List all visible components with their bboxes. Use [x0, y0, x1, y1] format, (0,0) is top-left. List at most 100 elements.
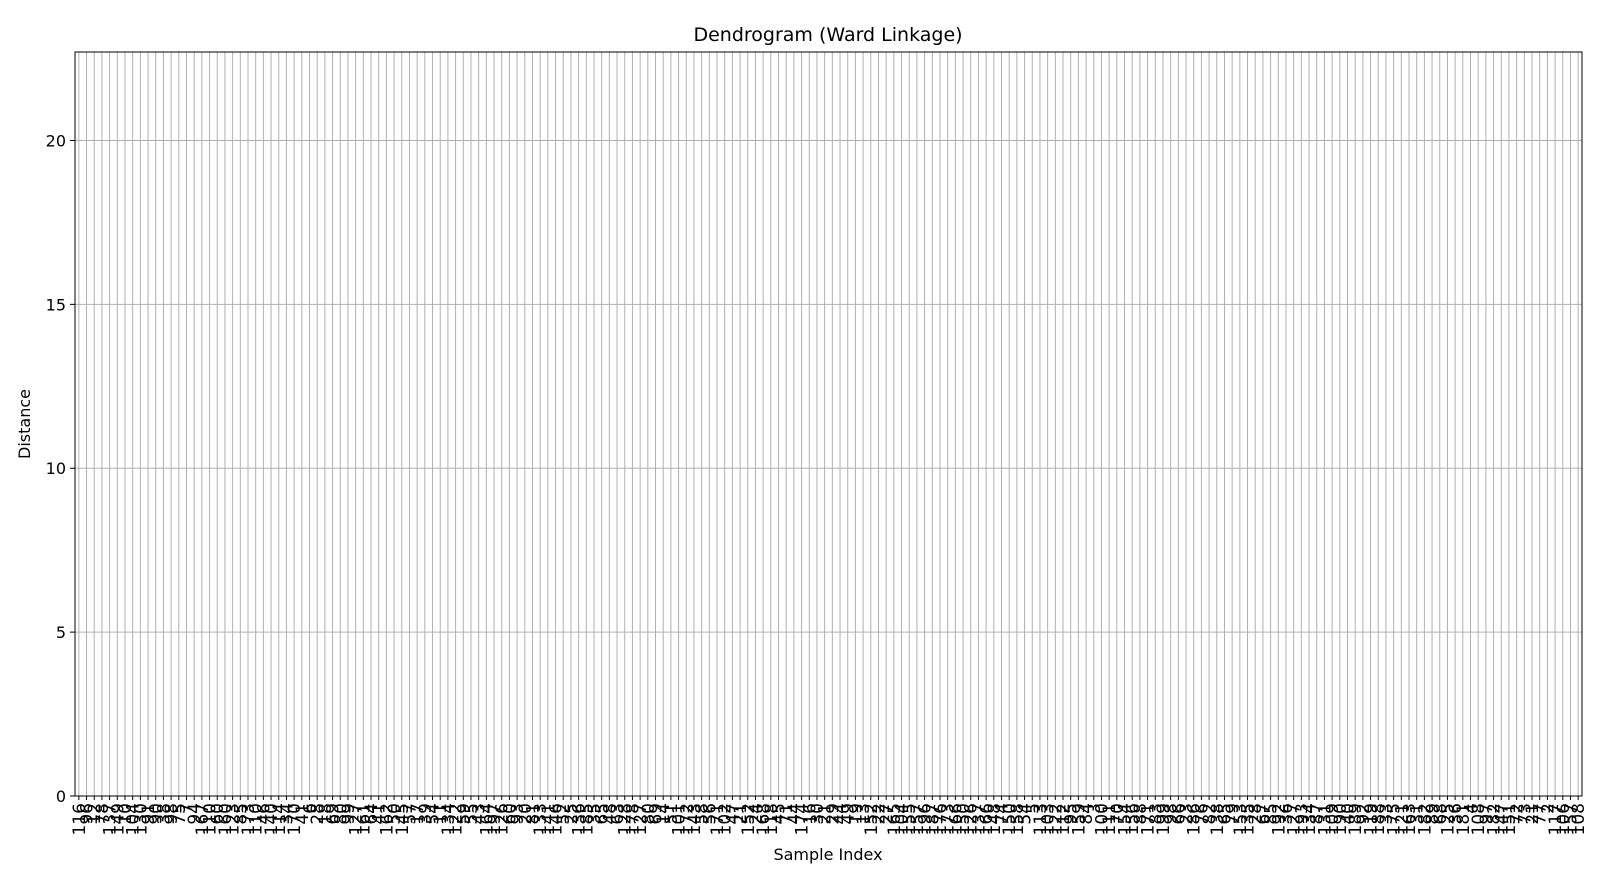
x-tick-label: 121 — [1392, 803, 1412, 835]
x-tick-label: 44 — [785, 803, 805, 825]
x-tick-label: 16 — [800, 803, 820, 825]
x-tick-label: 71 — [777, 803, 797, 825]
x-tick-label: 156 — [1123, 803, 1143, 835]
x-tick-label: 50 — [385, 803, 405, 825]
x-tick-label: 69 — [647, 803, 667, 825]
x-tick-label: 69 — [324, 803, 344, 825]
x-tick-label: 74 — [992, 803, 1012, 825]
x-tick-label: 136 — [570, 803, 590, 835]
x-tick-label: 102 — [716, 803, 736, 835]
y-axis-ticks: 0 5 10 15 20 — [46, 131, 75, 806]
x-tick-label: 6 — [301, 803, 321, 814]
x-tick-label: 14 — [654, 803, 674, 825]
x-tick-label: 60 — [208, 803, 228, 825]
x-tick-label: 34 — [277, 803, 297, 825]
x-tick-label: 28 — [308, 803, 328, 825]
y-tick-label: 5 — [56, 623, 66, 642]
x-tick-label: 167 — [193, 803, 213, 835]
x-tick-label: 3 — [1085, 803, 1105, 814]
x-tick-label: 126 — [493, 803, 513, 835]
x-tick-label: 38 — [154, 803, 174, 825]
x-tick-label: 197 — [485, 803, 505, 835]
plot-frame — [74, 51, 1583, 797]
x-tick-label: 127 — [347, 803, 367, 835]
x-tick-label: 13 — [854, 803, 874, 825]
x-tick-label: 178 — [623, 803, 643, 835]
x-tick-label: 122 — [447, 803, 467, 835]
x-tick-label: 111 — [1100, 803, 1120, 835]
x-tick-label: 160 — [216, 803, 236, 835]
x-tick-label: 51 — [662, 803, 682, 825]
x-tick-label: 138 — [1208, 803, 1228, 835]
x-tick-label: 161 — [354, 803, 374, 835]
y-tick-label: 0 — [56, 787, 66, 806]
x-tick-label: 130 — [131, 803, 151, 835]
x-tick-label: 52 — [554, 803, 574, 825]
x-tick-label: 65 — [1215, 803, 1235, 825]
x-tick-label: 114 — [270, 803, 290, 835]
x-tick-label: 68 — [1431, 803, 1451, 825]
x-tick-label: 174 — [793, 803, 813, 835]
x-tick-label: 155 — [900, 803, 920, 835]
x-tick-label: 141 — [539, 803, 559, 835]
x-tick-label: 40 — [1338, 803, 1358, 825]
x-tick-label: 101 — [670, 803, 690, 835]
x-tick-label: 166 — [977, 803, 997, 835]
x-tick-label: 66 — [1169, 803, 1189, 825]
x-tick-label: 188 — [1369, 803, 1389, 835]
x-tick-label: 48 — [600, 803, 620, 825]
x-tick-label: 92 — [1354, 803, 1374, 825]
y-tick-label: 20 — [46, 131, 66, 150]
x-tick-label: 133 — [531, 803, 551, 835]
x-tick-label: 112 — [1054, 803, 1074, 835]
x-tick-label: 175 — [1385, 803, 1405, 835]
x-tick-label: 21 — [1523, 803, 1543, 825]
x-tick-label: 43 — [470, 803, 490, 825]
x-tick-label: 76 — [1192, 803, 1212, 825]
x-tick-label: 146 — [547, 803, 567, 835]
x-tick-label: 56 — [700, 803, 720, 825]
x-tick-label: 18 — [316, 803, 336, 825]
x-tick-label: 162 — [377, 803, 397, 835]
x-tick-label: 159 — [1069, 803, 1089, 835]
x-tick-label: 119 — [1362, 803, 1382, 835]
x-tick-label: 127 — [1285, 803, 1305, 835]
x-tick-label: 148 — [985, 803, 1005, 835]
x-tick-label: 199 — [1154, 803, 1174, 835]
x-tick-label: 189 — [1346, 803, 1366, 835]
x-axis-ticks: 1169612781371491010413091903898757941671… — [70, 796, 1589, 835]
x-tick-label: 75 — [170, 803, 190, 825]
x-tick-label: 65 — [593, 803, 613, 825]
x-tick-label: 126 — [962, 803, 982, 835]
x-tick-label: 59 — [454, 803, 474, 825]
x-tick-label: 166 — [946, 803, 966, 835]
x-tick-label: 152 — [862, 803, 882, 835]
x-tick-label: 170 — [285, 803, 305, 835]
x-tick-label: 45 — [770, 803, 790, 825]
x-tick-label: 22 — [869, 803, 889, 825]
x-tick-label: 157 — [908, 803, 928, 835]
x-tick-label: 11 — [431, 803, 451, 825]
x-tick-label: 192 — [1269, 803, 1289, 835]
x-tick-label: 57 — [400, 803, 420, 825]
x-tick-label: 73 — [1515, 803, 1535, 825]
x-tick-label: 17 — [408, 803, 428, 825]
y-tick-label: 10 — [46, 459, 66, 478]
x-tick-label: 91 — [139, 803, 159, 825]
x-tick-label: 58 — [693, 803, 713, 825]
x-tick-label: 190 — [1331, 803, 1351, 835]
x-tick-label: 157 — [1561, 803, 1581, 835]
x-tick-label: 36 — [1277, 803, 1297, 825]
x-tick-label: 128 — [616, 803, 636, 835]
x-tick-label: 116 — [70, 803, 90, 835]
x-tick-label: 10 — [116, 803, 136, 825]
x-tick-label: 87 — [1308, 803, 1328, 825]
x-tick-label: 93 — [508, 803, 528, 825]
x-tick-label: 82 — [1200, 803, 1220, 825]
x-tick-label: 122 — [1046, 803, 1066, 835]
x-tick-label: 54 — [1016, 803, 1036, 825]
x-tick-label: 54 — [424, 803, 444, 825]
x-tick-label: 171 — [708, 803, 728, 835]
x-tick-label: 80 — [639, 803, 659, 825]
